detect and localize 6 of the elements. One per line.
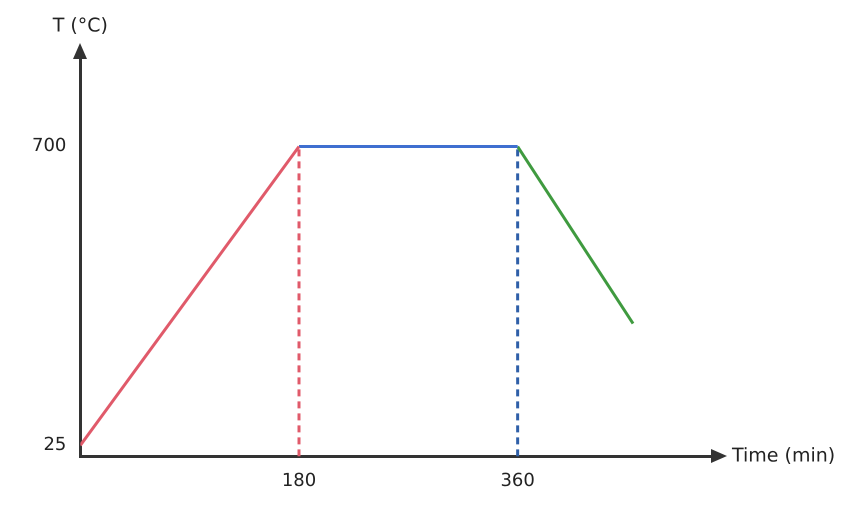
y-tick-label: 700 <box>32 135 66 156</box>
y-tick-label: 25 <box>43 434 66 456</box>
y-axis-title: T (°C) <box>52 14 108 36</box>
x-axis-title: Time (min) <box>731 444 836 466</box>
x-tick-label: 180 <box>282 470 316 491</box>
x-tick-label: 360 <box>500 470 535 491</box>
